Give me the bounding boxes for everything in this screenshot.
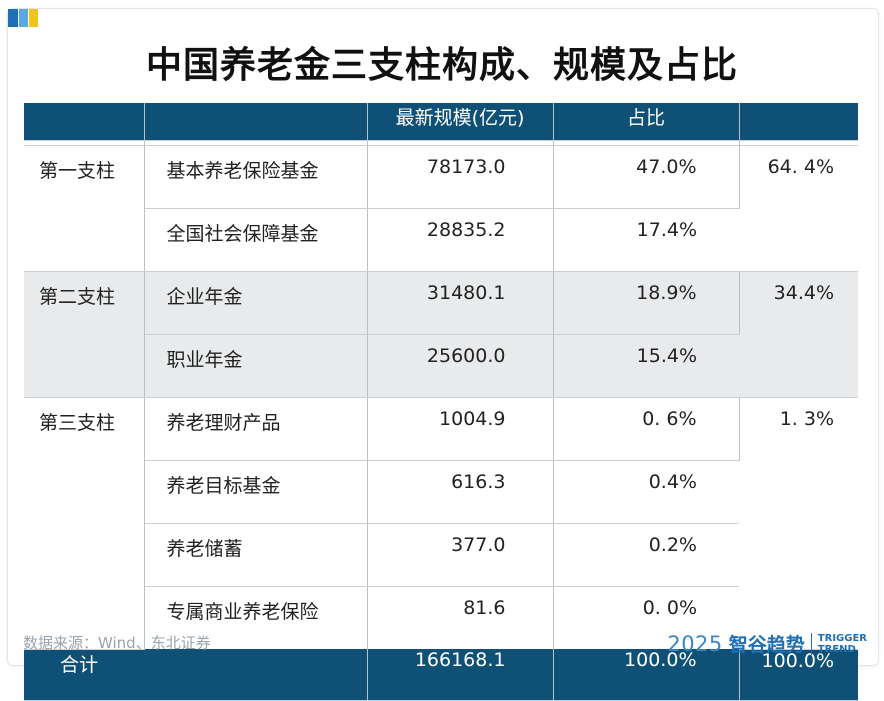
brand-logo: 2025 智谷趋势 TRIGGER TREND [667, 630, 867, 657]
item-name: 养老理财产品 [144, 397, 368, 461]
item-name: 专属商业养老保险 [144, 586, 368, 649]
table-row: 全国社会保障基金 28835.2 17.4% [24, 208, 858, 272]
source-note: 数据来源：Wind、东北证券 [23, 634, 211, 652]
item-name: 基本养老保险基金 [144, 145, 368, 209]
table-row: 职业年金 25600.0 15.4% [24, 334, 858, 398]
item-pct: 0. 0% [642, 597, 697, 619]
pillar-share: 34.4% [739, 271, 858, 398]
item-pct: 0.4% [553, 460, 739, 524]
item-scale: 1004.9 [367, 397, 554, 461]
pillar-cell: 第一支柱 [24, 145, 145, 272]
item-name: 养老目标基金 [144, 460, 368, 524]
brand-en-line1: TRIGGER [817, 632, 867, 644]
item-pct: 18.9% [553, 271, 740, 335]
item-pct: 15.4% [553, 334, 739, 398]
brand-en: TRIGGER TREND [818, 633, 867, 655]
brand-divider [810, 632, 812, 655]
header-cell-pct: 占比 [553, 103, 740, 141]
item-name: 全国社会保障基金 [144, 208, 368, 272]
item-pct: 47.0% [553, 145, 740, 209]
item-name: 养老储蓄 [144, 523, 368, 587]
item-pct: 0.2% [553, 523, 739, 587]
header-cell-name [144, 103, 368, 141]
item-scale: 31480.1 [367, 271, 554, 335]
total-scale: 166168.1 [367, 649, 554, 701]
item-scale: 25600.0 [367, 334, 554, 398]
table-header: 最新规模(亿元) 占比 [24, 103, 858, 141]
table-row: 养老储蓄 377.0 0.2% [24, 523, 858, 587]
table-row: 专属商业养老保险 81.6 0. 0% [24, 586, 858, 649]
table-row: 第一支柱 基本养老保险基金 78173.0 47.0% 64. 4% [24, 145, 858, 272]
item-scale: 28835.2 [367, 208, 554, 272]
table-row: 第三支柱 养老理财产品 1004.9 0. 6% 1. 3% [24, 397, 858, 650]
header-cell-pillar [24, 103, 145, 141]
item-scale: 81.6 [367, 586, 554, 649]
item-name: 职业年金 [144, 334, 368, 398]
corner-logo-icon [8, 9, 38, 27]
item-scale: 616.3 [367, 460, 554, 524]
item-scale: 78173.0 [367, 145, 554, 209]
pension-table: 最新规模(亿元) 占比 第一支柱 基本养老保险基金 78173.0 47.0% … [24, 103, 858, 701]
brand-name: 智谷趋势 [728, 634, 805, 656]
pillar-share: 64. 4% [739, 145, 858, 272]
header-cell-scale: 最新规模(亿元) [367, 103, 554, 141]
brand-year: 2025 [667, 631, 723, 656]
pillar-share: 1. 3% [739, 397, 858, 650]
brand-en-line2: TREND [817, 643, 856, 655]
item-pct: 0. 6% [553, 397, 740, 461]
pillar-cell: 第二支柱 [24, 271, 145, 398]
page-title: 中国养老金三支柱构成、规模及占比 [145, 45, 738, 86]
pillar-cell: 第三支柱 [24, 397, 145, 650]
item-scale: 377.0 [367, 523, 554, 587]
item-pct: 17.4% [553, 208, 739, 272]
table-row: 第二支柱 企业年金 31480.1 18.9% 34.4% [24, 271, 858, 398]
header-cell-share [739, 103, 858, 141]
table-row: 养老目标基金 616.3 0.4% [24, 460, 858, 524]
total-label: 合计 [24, 649, 368, 701]
item-name: 企业年金 [144, 271, 368, 335]
